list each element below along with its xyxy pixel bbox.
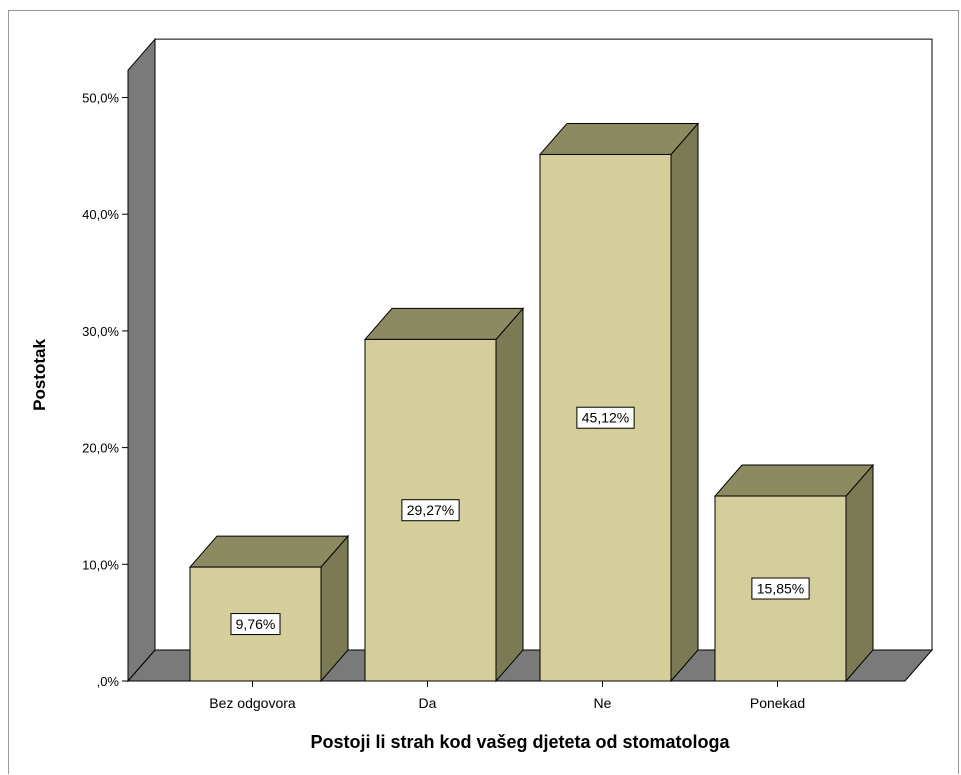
y-axis: ,0% 10,0% 20,0% 30,0% 40,0% 50,0% xyxy=(82,91,128,689)
x-tick-label: Ne xyxy=(594,695,612,711)
bar: 9,76% xyxy=(188,534,350,683)
x-axis-title: Postoji li strah kod vašeg djeteta od st… xyxy=(310,732,730,752)
y-tick-label: 50,0% xyxy=(82,91,119,106)
y-tick-label: 30,0% xyxy=(82,324,119,339)
bar: 29,27% xyxy=(363,307,525,683)
bars: 9,76% 29,27% 45,12% 15,85% xyxy=(188,122,875,683)
x-axis-ticks: Bez odgovora Da Ne Ponekad xyxy=(209,681,805,711)
bar-side xyxy=(495,307,524,683)
y-tick-label: 20,0% xyxy=(82,441,119,456)
data-label: 15,85% xyxy=(757,581,804,597)
y-tick-label: ,0% xyxy=(97,674,120,689)
x-tick-label: Ponekad xyxy=(750,695,805,711)
y-axis-title: Postotak xyxy=(30,339,49,411)
bar-top xyxy=(188,535,350,568)
bar-side xyxy=(845,463,874,683)
bar-top xyxy=(363,307,525,340)
data-label-box xyxy=(751,577,810,600)
data-label-box xyxy=(401,499,460,522)
data-label: 29,27% xyxy=(407,502,454,518)
data-label: 9,76% xyxy=(236,616,276,632)
y-tick-label: 40,0% xyxy=(82,207,119,222)
data-label-box xyxy=(576,406,635,429)
bar: 45,12% xyxy=(538,122,700,683)
left-wall xyxy=(127,37,156,683)
x-tick-label: Bez odgovora xyxy=(209,695,296,711)
chart-frame xyxy=(8,10,959,774)
data-label-box xyxy=(230,613,281,636)
bar-top xyxy=(713,464,875,497)
bar: 15,85% xyxy=(713,463,875,683)
x-tick-label: Da xyxy=(419,695,437,711)
data-label: 45,12% xyxy=(582,410,629,426)
y-tick-label: 10,0% xyxy=(82,557,119,572)
bar-top xyxy=(538,122,700,155)
bar-side xyxy=(670,122,699,683)
